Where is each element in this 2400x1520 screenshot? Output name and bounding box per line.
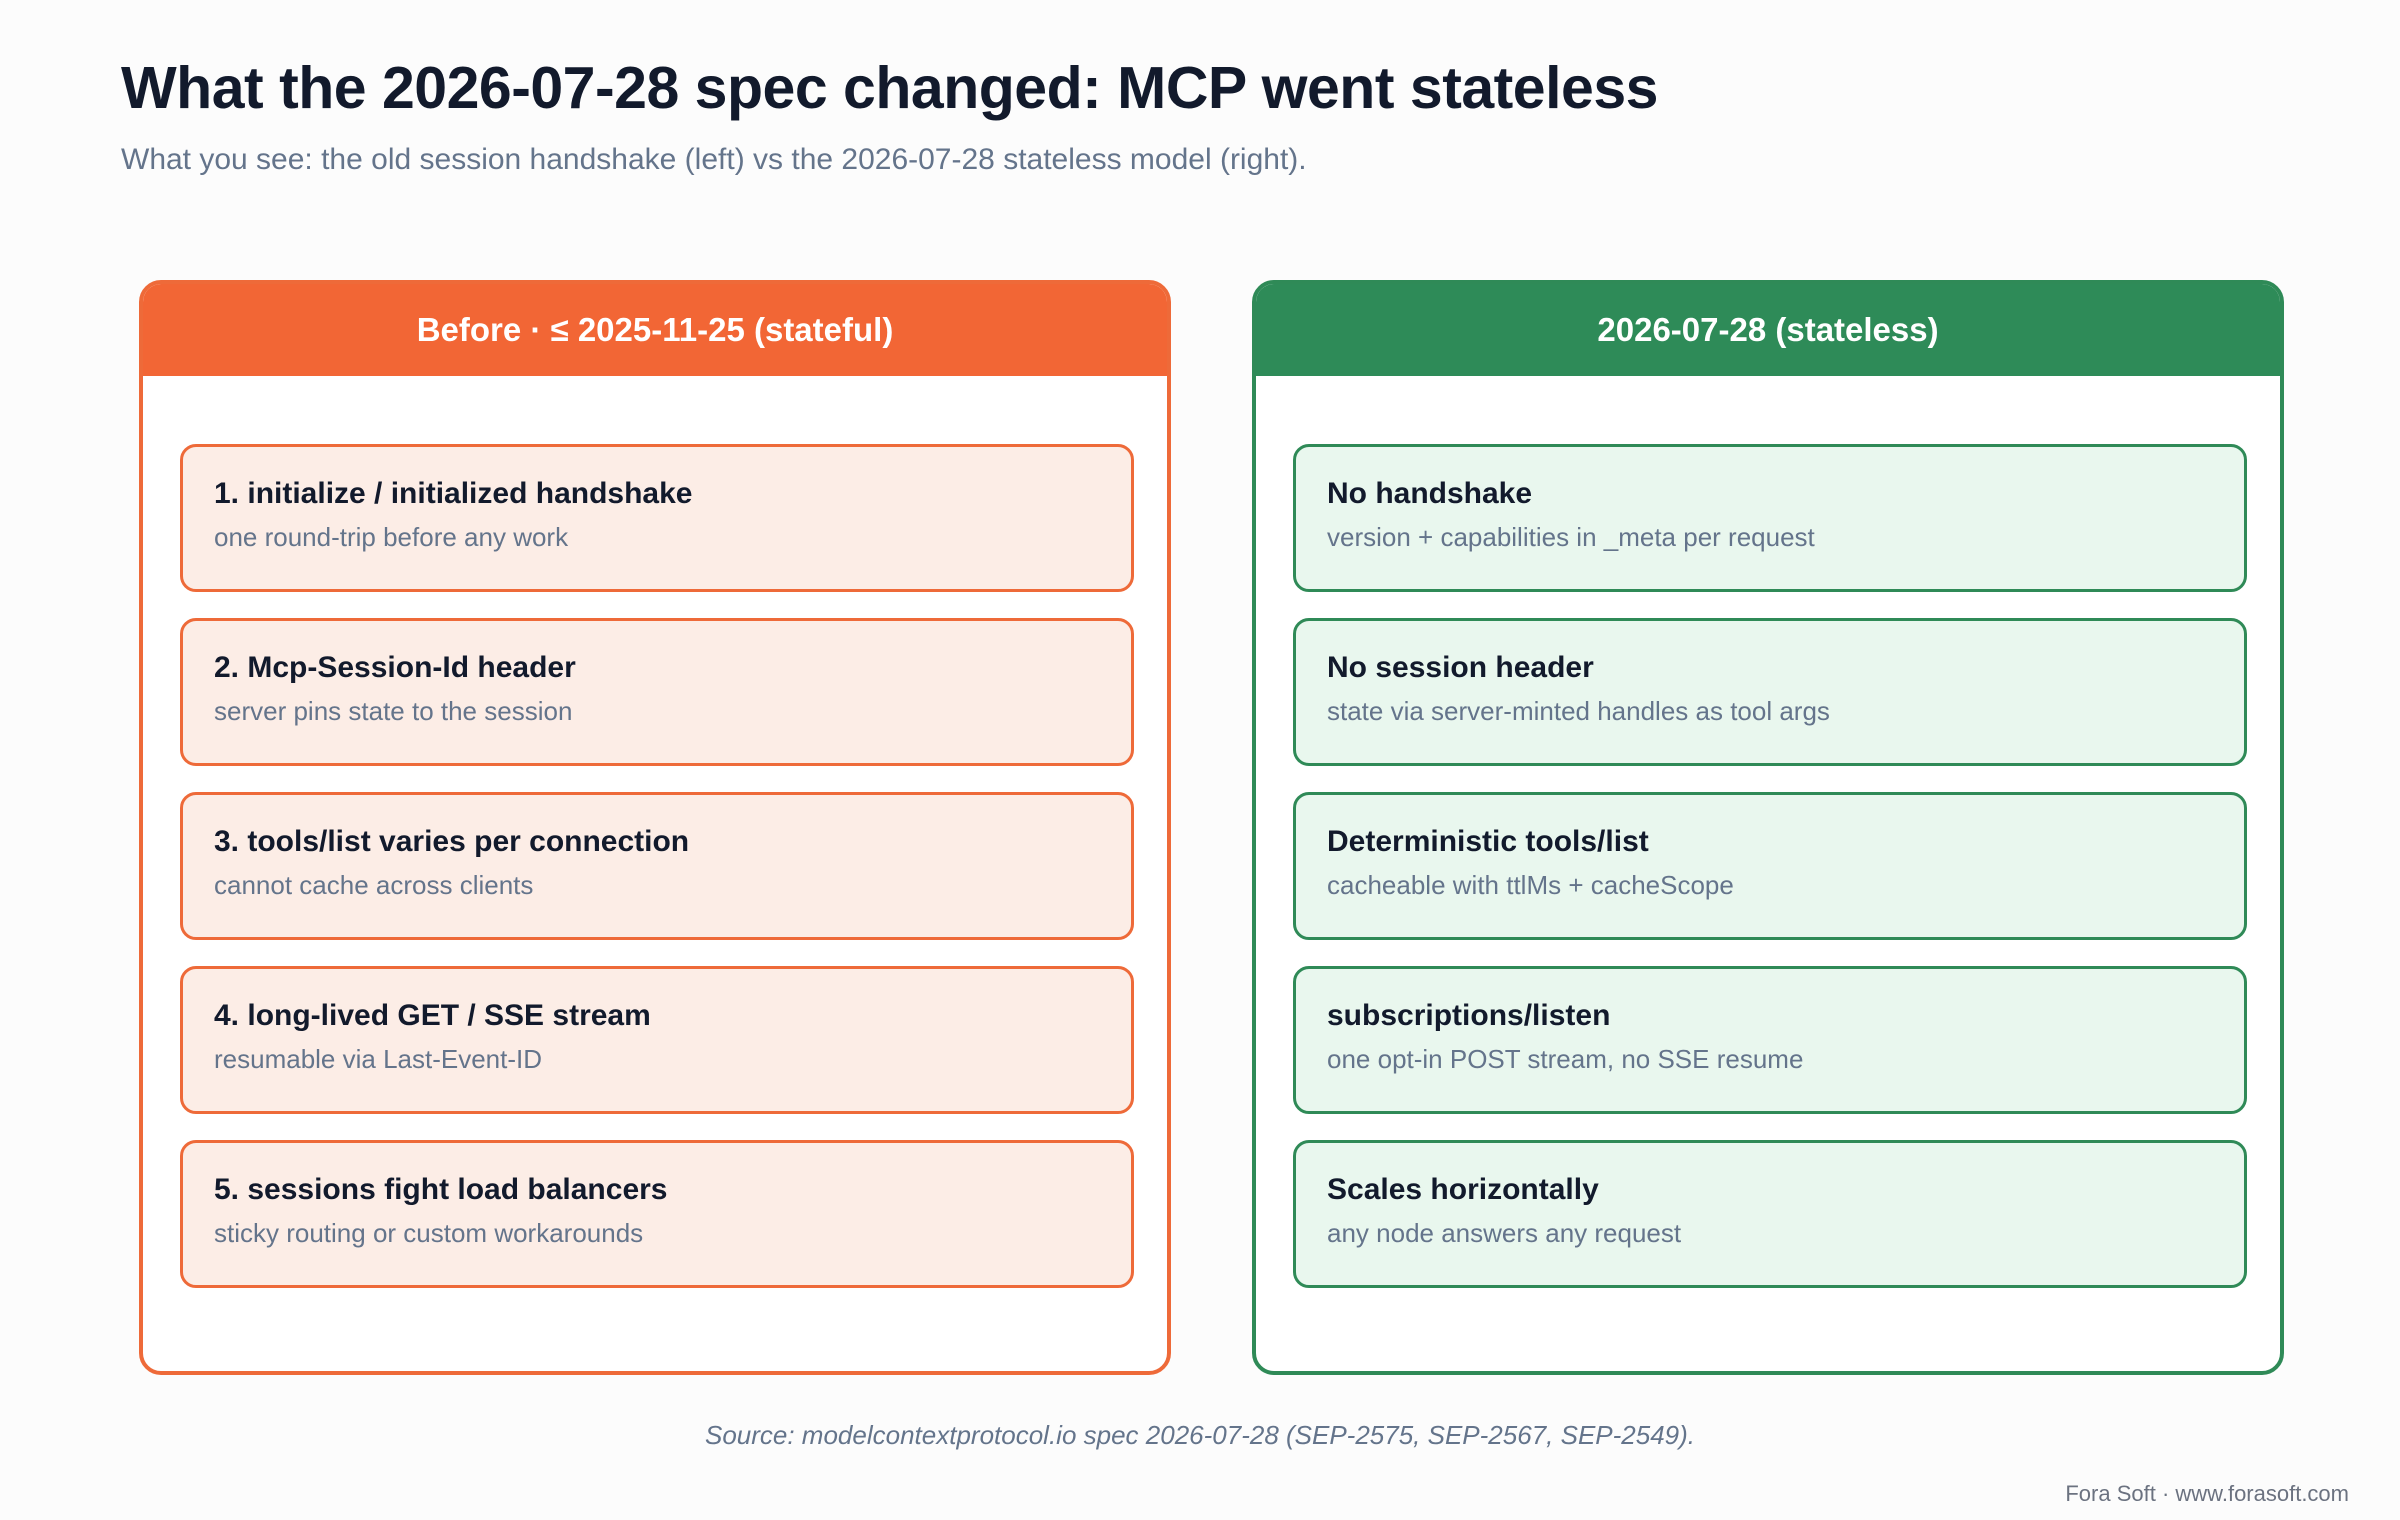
card-title: subscriptions/listen — [1327, 999, 1611, 1032]
card-description: sticky routing or custom workarounds — [214, 1218, 644, 1248]
card-description: any node answers any request — [1327, 1218, 1682, 1248]
card-description: one opt-in POST stream, no SSE resume — [1327, 1044, 1804, 1074]
card-description: one round-trip before any work — [214, 522, 569, 552]
card-title: No session header — [1327, 651, 1594, 684]
stateless-card-no-session-header: No session header state via server-minte… — [1293, 618, 2247, 766]
source-note: Source: modelcontextprotocol.io spec 202… — [704, 1420, 1696, 1450]
before-card-handshake: 1. initialize / initialized handshake on… — [180, 444, 1134, 592]
stateless-card-subscriptions: subscriptions/listen one opt-in POST str… — [1293, 966, 2247, 1114]
page-subtitle: What you see: the old session handshake … — [121, 143, 1307, 176]
before-card-tools-list: 3. tools/list varies per connection cann… — [180, 792, 1134, 940]
card-title: Deterministic tools/list — [1327, 825, 1649, 858]
card-title: Scales horizontally — [1327, 1173, 1599, 1206]
card-title: 3. tools/list varies per connection — [214, 825, 690, 858]
stateless-card-no-handshake: No handshake version + capabilities in _… — [1293, 444, 2247, 592]
card-description: version + capabilities in _meta per requ… — [1327, 522, 1815, 552]
stateless-panel: 2026-07-28 (stateless) No handshake vers… — [1252, 280, 2284, 1375]
card-description: resumable via Last-Event-ID — [214, 1044, 543, 1074]
card-description: server pins state to the session — [214, 696, 573, 726]
stateless-card-scales: Scales horizontally any node answers any… — [1293, 1140, 2247, 1288]
before-card-load-balancers: 5. sessions fight load balancers sticky … — [180, 1140, 1134, 1288]
credit-text: Fora Soft · www.forasoft.com — [2065, 1481, 2349, 1506]
before-stateful-panel: Before · ≤ 2025-11-25 (stateful) 1. init… — [139, 280, 1171, 1375]
panel-header-before: Before · ≤ 2025-11-25 (stateful) — [143, 284, 1167, 376]
panel-header-stateless: 2026-07-28 (stateless) — [1256, 284, 2280, 376]
card-title: 1. initialize / initialized handshake — [214, 477, 693, 510]
stateless-card-deterministic-tools: Deterministic tools/list cacheable with … — [1293, 792, 2247, 940]
card-description: state via server-minted handles as tool … — [1327, 696, 1830, 726]
before-card-sse-stream: 4. long-lived GET / SSE stream resumable… — [180, 966, 1134, 1114]
card-description: cacheable with ttlMs + cacheScope — [1327, 870, 1734, 900]
page-title: What the 2026-07-28 spec changed: MCP we… — [121, 55, 1658, 121]
card-title: 2. Mcp-Session-Id header — [214, 651, 576, 684]
card-title: No handshake — [1327, 477, 1533, 510]
card-title: 4. long-lived GET / SSE stream — [214, 999, 651, 1032]
before-card-session-header: 2. Mcp-Session-Id header server pins sta… — [180, 618, 1134, 766]
card-description: cannot cache across clients — [214, 870, 534, 900]
card-title: 5. sessions fight load balancers — [214, 1173, 668, 1206]
